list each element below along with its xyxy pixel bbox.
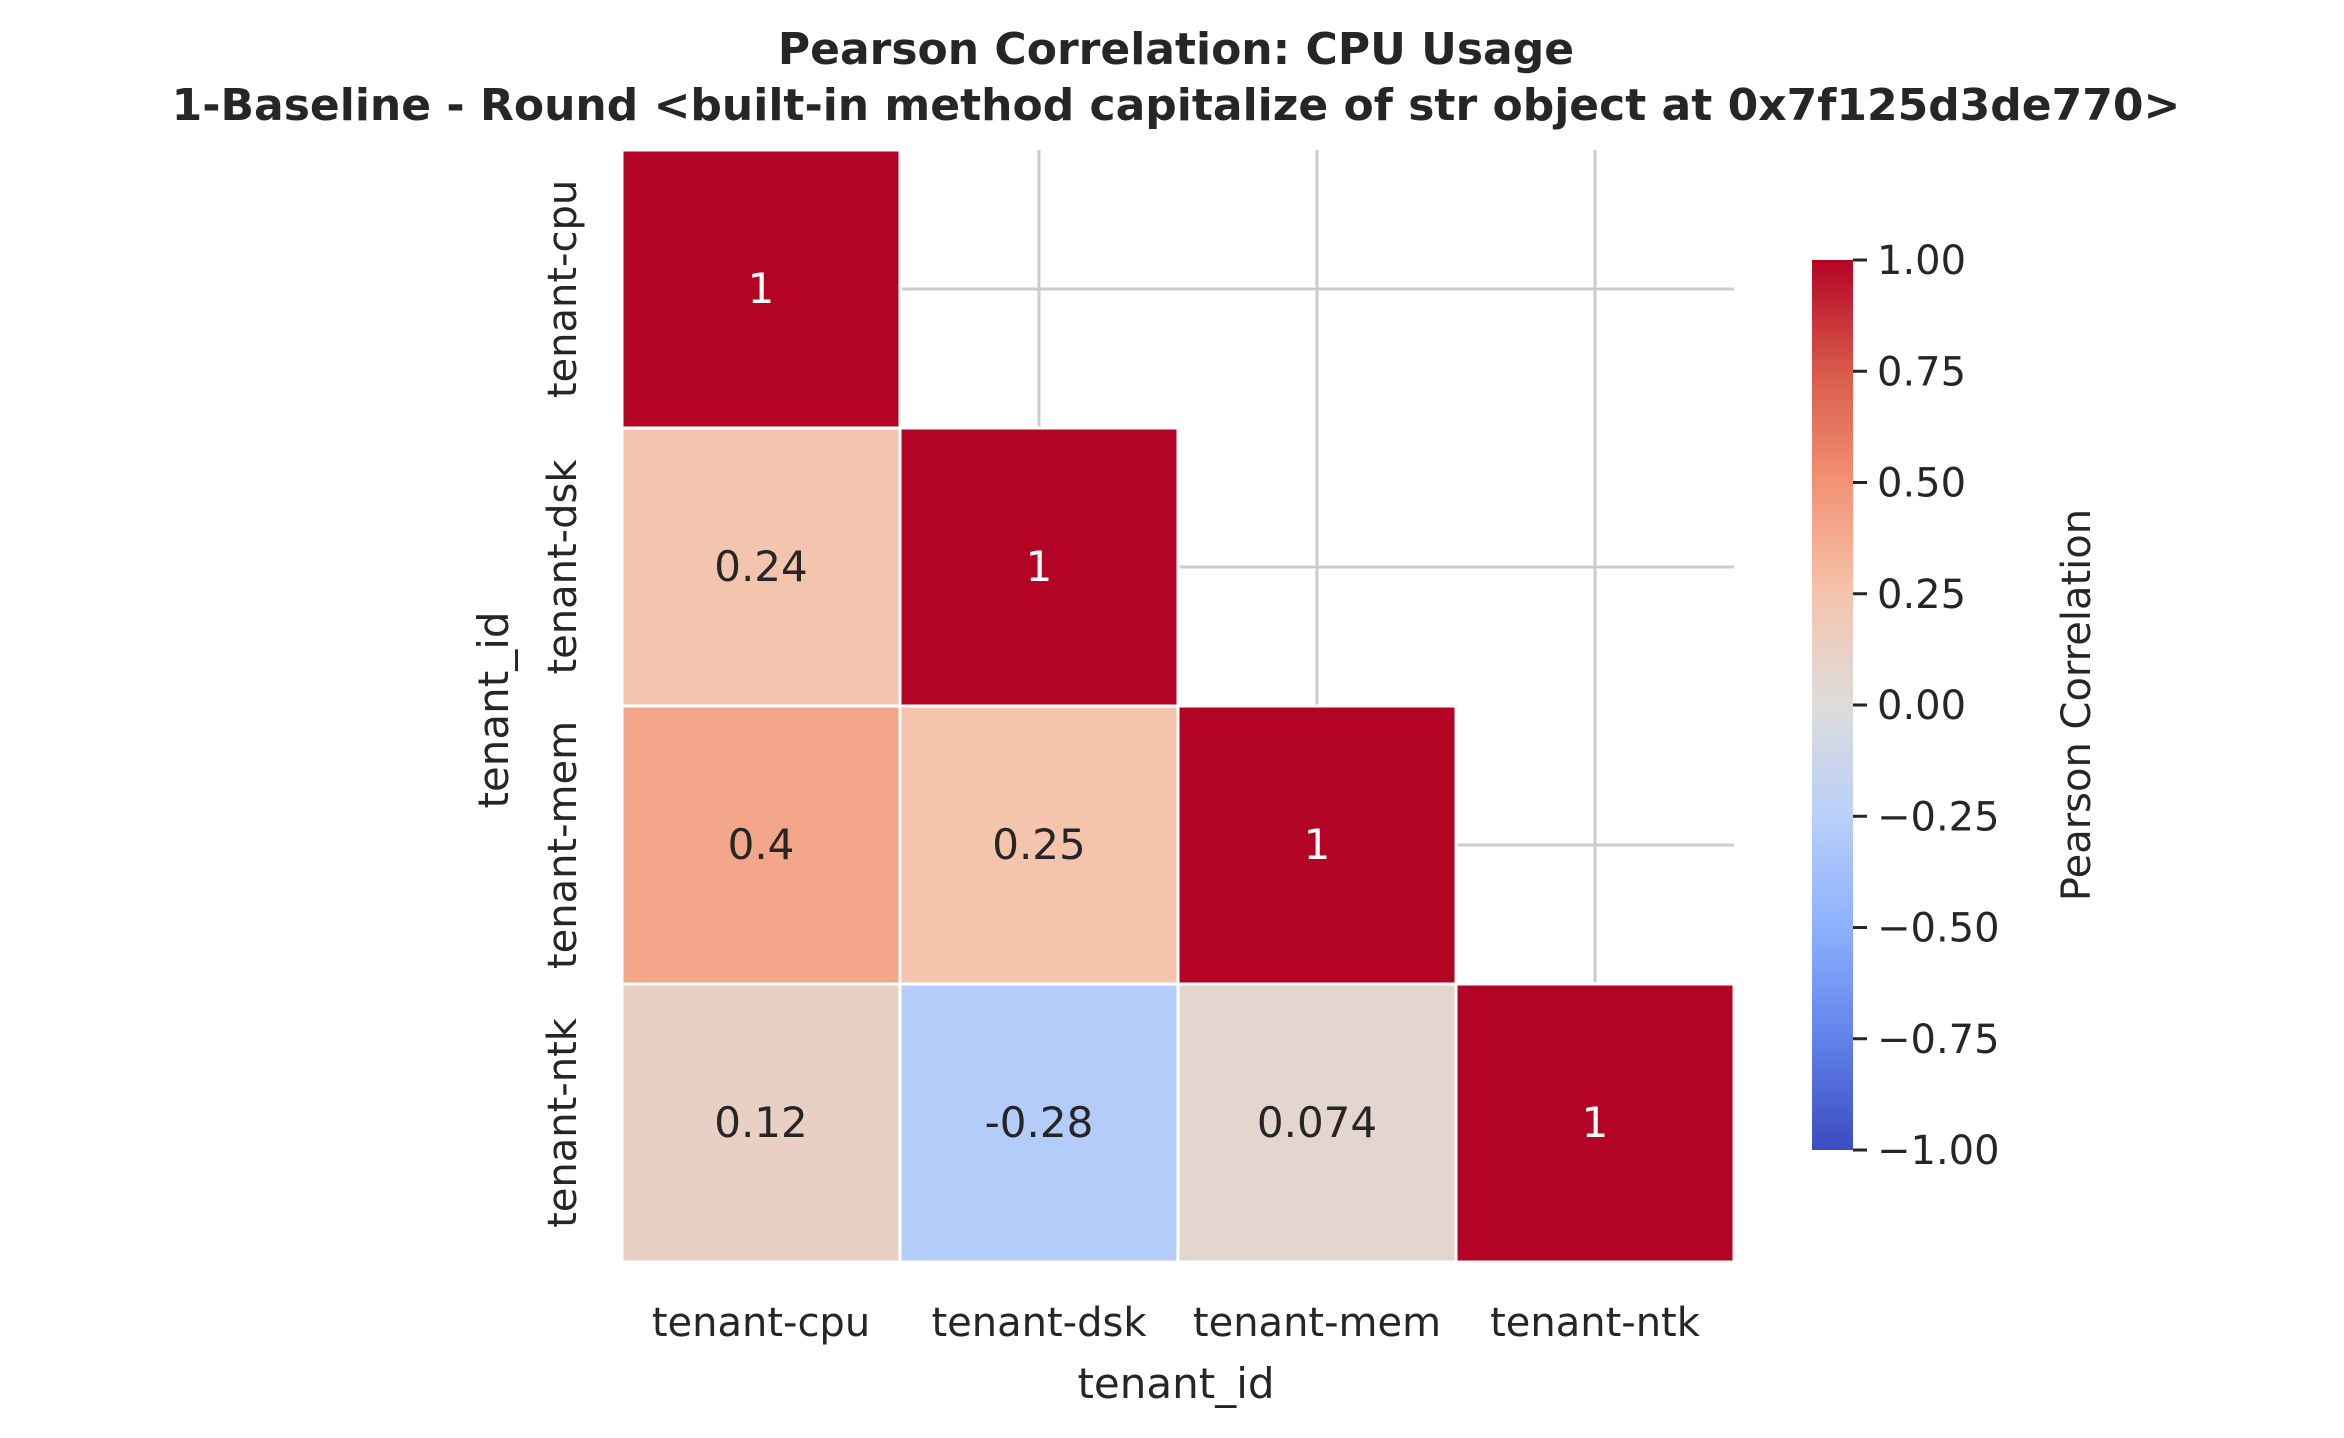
cell-value-label: 0.25	[992, 820, 1086, 869]
heatmap-cells	[620, 148, 1736, 1264]
x-tick-labels: tenant-cpu tenant-dsk tenant-mem tenant-ntk	[652, 1300, 1701, 1346]
colorbar-ticks: 1.00 0.75 0.50 0.25 0.00 −0.25 −0.50 −0.75 −1.00	[1853, 238, 2000, 1174]
cell-value-label: 1	[1582, 1098, 1609, 1147]
heatmap-cell-tenant-dsk-tenant-cpu	[620, 426, 902, 708]
chart-subtitle: 1-Baseline - Round <built-in method capi…	[172, 80, 2181, 131]
x-tick-label: tenant-mem	[1193, 1300, 1441, 1346]
x-tick-label: tenant-cpu	[652, 1300, 870, 1346]
y-tick-label: tenant-ntk	[540, 1017, 586, 1228]
y-tick-label: tenant-dsk	[540, 459, 586, 675]
heatmap-cell-tenant-cpu-tenant-cpu	[620, 148, 902, 430]
colorbar-tick-label: 1.00	[1877, 238, 1966, 284]
x-tick-label: tenant-ntk	[1490, 1300, 1701, 1346]
heatmap-cell-tenant-ntk-tenant-dsk	[898, 982, 1180, 1264]
heatmap-cell-tenant-ntk-tenant-mem	[1176, 982, 1458, 1264]
colorbar	[1812, 260, 1853, 1150]
heatmap-cell-labels: 1 0.24 1 0.4 0.25 1 0.12 -0.28 0.074 1	[714, 264, 1608, 1147]
heatmap-cell-tenant-dsk-tenant-dsk	[898, 426, 1180, 708]
colorbar-tick-label: 0.00	[1877, 683, 1966, 729]
cell-value-label: 1	[1026, 542, 1053, 591]
cell-value-label: 0.074	[1257, 1098, 1377, 1147]
y-tick-label: tenant-cpu	[540, 180, 586, 398]
colorbar-tick-label: −0.50	[1877, 906, 2000, 952]
heatmap-cell-tenant-mem-tenant-mem	[1176, 704, 1458, 986]
colorbar-tick-label: 0.25	[1877, 572, 1966, 618]
colorbar-tick-label: −0.25	[1877, 794, 2000, 840]
x-tick-label: tenant-dsk	[931, 1300, 1147, 1346]
y-tick-labels: tenant-cpu tenant-dsk tenant-mem tenant-ntk	[540, 180, 586, 1228]
colorbar-tick-label: −1.00	[1877, 1128, 2000, 1174]
colorbar-label: Pearson Correlation	[2054, 509, 2100, 901]
cell-value-label: 1	[1304, 820, 1331, 869]
colorbar-tick-label: −0.75	[1877, 1017, 2000, 1063]
cell-value-label: -0.28	[985, 1098, 1094, 1147]
cell-value-label: 0.4	[728, 820, 795, 869]
chart-title: Pearson Correlation: CPU Usage	[778, 24, 1574, 75]
heatmap-cell-tenant-ntk-tenant-cpu	[620, 982, 902, 1264]
cell-value-label: 1	[748, 264, 775, 313]
colorbar-tick-label: 0.50	[1877, 461, 1966, 507]
colorbar-tick-label: 0.75	[1877, 349, 1966, 395]
x-axis-label: tenant_id	[1077, 1359, 1274, 1408]
heatmap-cell-tenant-ntk-tenant-ntk	[1454, 982, 1736, 1264]
cell-value-label: 0.12	[714, 1098, 808, 1147]
cell-value-label: 0.24	[714, 542, 808, 591]
y-tick-label: tenant-mem	[540, 721, 586, 969]
y-axis-label: tenant_id	[469, 611, 518, 808]
